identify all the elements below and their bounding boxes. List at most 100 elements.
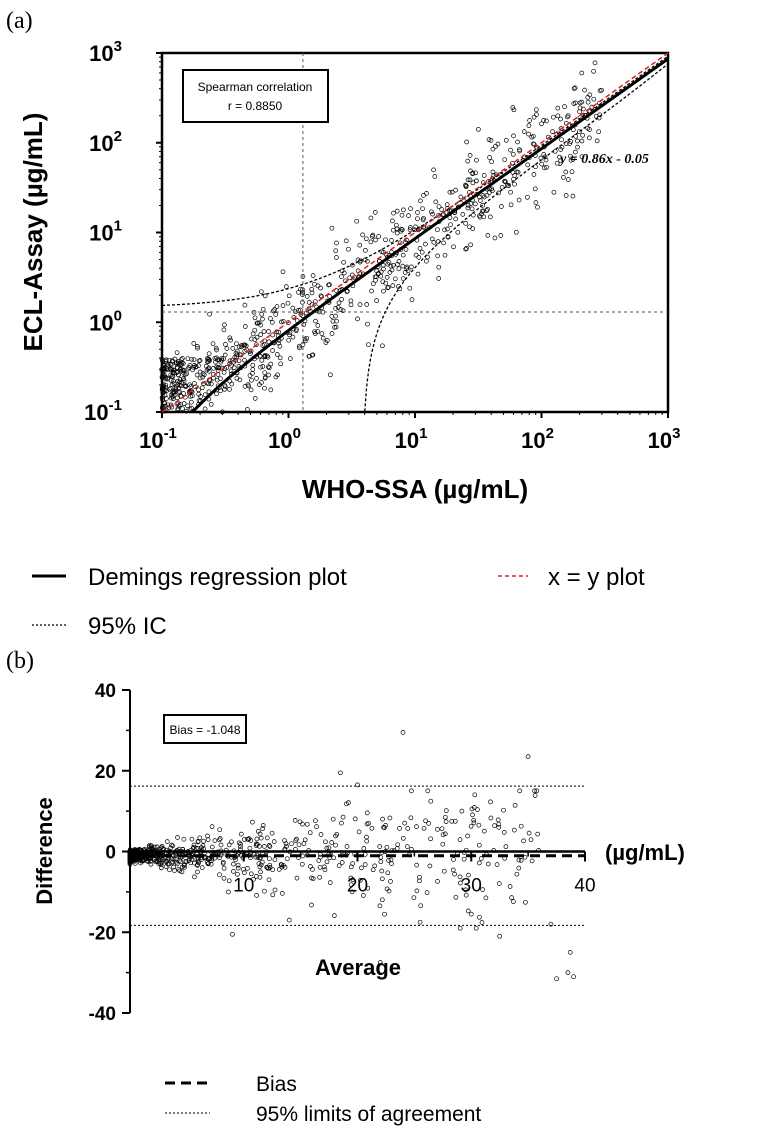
data-point: [297, 345, 302, 351]
data-point: [218, 376, 223, 382]
data-point: [394, 846, 400, 851]
data-point: [195, 845, 201, 851]
data-point: [450, 867, 456, 873]
data-point: [300, 274, 306, 279]
data-point: [254, 376, 259, 381]
data-point: [511, 827, 517, 833]
data-point: [376, 234, 381, 239]
data-point: [528, 837, 534, 843]
data-point: [300, 853, 306, 859]
data-point: [173, 856, 179, 862]
data-point: [304, 821, 310, 827]
data-point: [487, 214, 493, 220]
data-point: [202, 406, 208, 412]
data-point: [443, 819, 449, 824]
data-point: [236, 358, 242, 364]
data-point: [190, 845, 196, 851]
data-point: [513, 229, 519, 235]
data-point: [449, 189, 455, 195]
data-point: [419, 249, 425, 255]
data-point: [266, 372, 272, 378]
data-point: [253, 854, 259, 860]
data-point: [378, 854, 384, 860]
data-point: [334, 255, 339, 260]
data-point: [270, 867, 275, 873]
data-point: [368, 215, 374, 221]
data-point: [593, 113, 599, 119]
data-point: [515, 169, 521, 175]
data-point: [370, 281, 376, 287]
data-point: [343, 238, 349, 244]
data-point: [379, 897, 385, 903]
data-point: [364, 821, 370, 827]
data-point: [530, 133, 536, 139]
data-point: [412, 227, 418, 233]
data-point: [248, 336, 254, 342]
data-point: [258, 869, 263, 875]
data-point: [191, 844, 197, 850]
data-point: [527, 118, 532, 123]
data-point: [302, 336, 308, 342]
data-point: [499, 204, 504, 209]
data-point: [271, 308, 276, 314]
data-point: [257, 831, 263, 837]
data-point: [464, 139, 469, 145]
data-point: [333, 248, 339, 254]
data-point: [389, 238, 394, 243]
data-point: [488, 799, 493, 805]
data-point: [163, 859, 169, 865]
data-point: [323, 839, 328, 845]
data-point: [235, 865, 241, 871]
data-point: [254, 320, 260, 326]
data-point: [173, 387, 179, 393]
data-point: [439, 826, 445, 832]
data-point: [175, 360, 181, 366]
data-point: [173, 360, 179, 366]
data-point: [233, 350, 239, 356]
data-point: [230, 346, 236, 351]
data-point: [336, 300, 342, 306]
data-point: [292, 818, 298, 823]
correlation-title: Spearman correlation: [198, 80, 313, 94]
data-point: [400, 730, 406, 735]
data-point: [227, 387, 232, 392]
data-point: [451, 244, 456, 250]
data-point: [379, 868, 385, 874]
data-point: [235, 862, 241, 868]
data-point: [503, 844, 509, 849]
data-point: [478, 856, 484, 861]
data-point: [188, 384, 194, 389]
data-point: [260, 823, 266, 828]
data-point: [355, 316, 360, 322]
data-point: [242, 324, 248, 329]
data-point: [486, 137, 492, 142]
data-point: [417, 919, 423, 925]
data-point: [582, 87, 587, 93]
data-point: [531, 114, 537, 120]
data-point: [252, 396, 258, 401]
data-point: [339, 274, 344, 280]
data-point: [569, 169, 575, 175]
data-point: [394, 208, 400, 214]
data-point: [301, 322, 307, 327]
data-point: [262, 844, 267, 849]
data-point: [571, 101, 577, 106]
data-point: [266, 843, 272, 848]
data-point: [221, 865, 227, 871]
data-point: [382, 911, 387, 917]
data-point: [488, 815, 494, 821]
data-point: [512, 173, 518, 178]
data-point: [395, 842, 401, 848]
data-point: [205, 366, 211, 372]
data-point: [268, 387, 274, 393]
data-point: [161, 361, 166, 367]
data-point: [272, 307, 278, 312]
data-point: [408, 815, 414, 821]
data-point: [533, 200, 539, 205]
data-point: [189, 836, 195, 842]
y-tick-label-b: 40: [95, 681, 116, 702]
data-point: [421, 193, 426, 198]
data-point: [415, 210, 420, 215]
data-point: [195, 345, 200, 351]
